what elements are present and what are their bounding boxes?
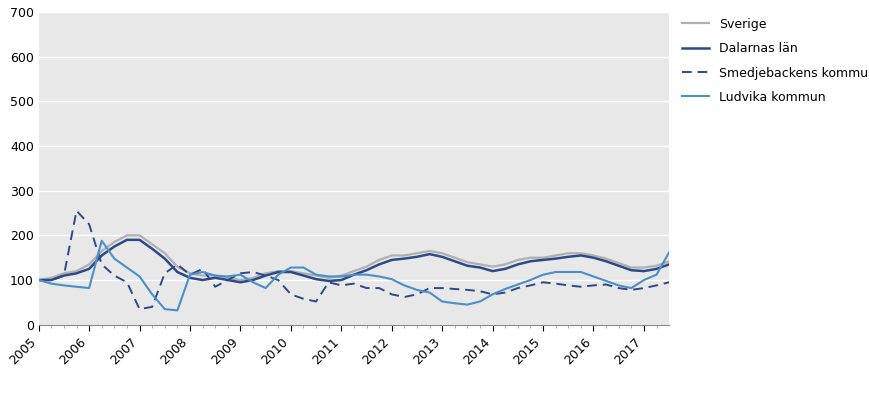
Smedjebackens kommun: [84, 222, 95, 227]
Sverige: [34, 278, 44, 282]
Ludvika kommun: [34, 278, 44, 282]
Ludvika kommun: [172, 308, 182, 313]
Smedjebackens kommun: [160, 271, 170, 276]
Ludvika kommun: [197, 270, 208, 274]
Dalarnas län: [185, 276, 196, 280]
Dalarnas län: [235, 280, 246, 285]
Smedjebackens kommun: [563, 283, 574, 288]
Ludvika kommun: [828, 233, 839, 238]
Dalarnas län: [828, 232, 839, 237]
Sverige: [374, 257, 384, 262]
Smedjebackens kommun: [34, 278, 44, 282]
Line: Ludvika kommun: Ludvika kommun: [39, 66, 869, 310]
Sverige: [185, 271, 196, 276]
Smedjebackens kommun: [866, 234, 869, 239]
Smedjebackens kommun: [59, 273, 70, 278]
Dalarnas län: [34, 278, 44, 282]
Legend: Sverige, Dalarnas län, Smedjebackens kommun, Ludvika kommun: Sverige, Dalarnas län, Smedjebackens kom…: [681, 18, 869, 104]
Line: Sverige: Sverige: [39, 188, 869, 280]
Line: Smedjebackens kommun: Smedjebackens kommun: [39, 200, 869, 309]
Dalarnas län: [387, 257, 397, 262]
Smedjebackens kommun: [135, 307, 145, 312]
Line: Dalarnas län: Dalarnas län: [39, 197, 869, 282]
Ludvika kommun: [387, 277, 397, 282]
Sverige: [815, 233, 826, 238]
